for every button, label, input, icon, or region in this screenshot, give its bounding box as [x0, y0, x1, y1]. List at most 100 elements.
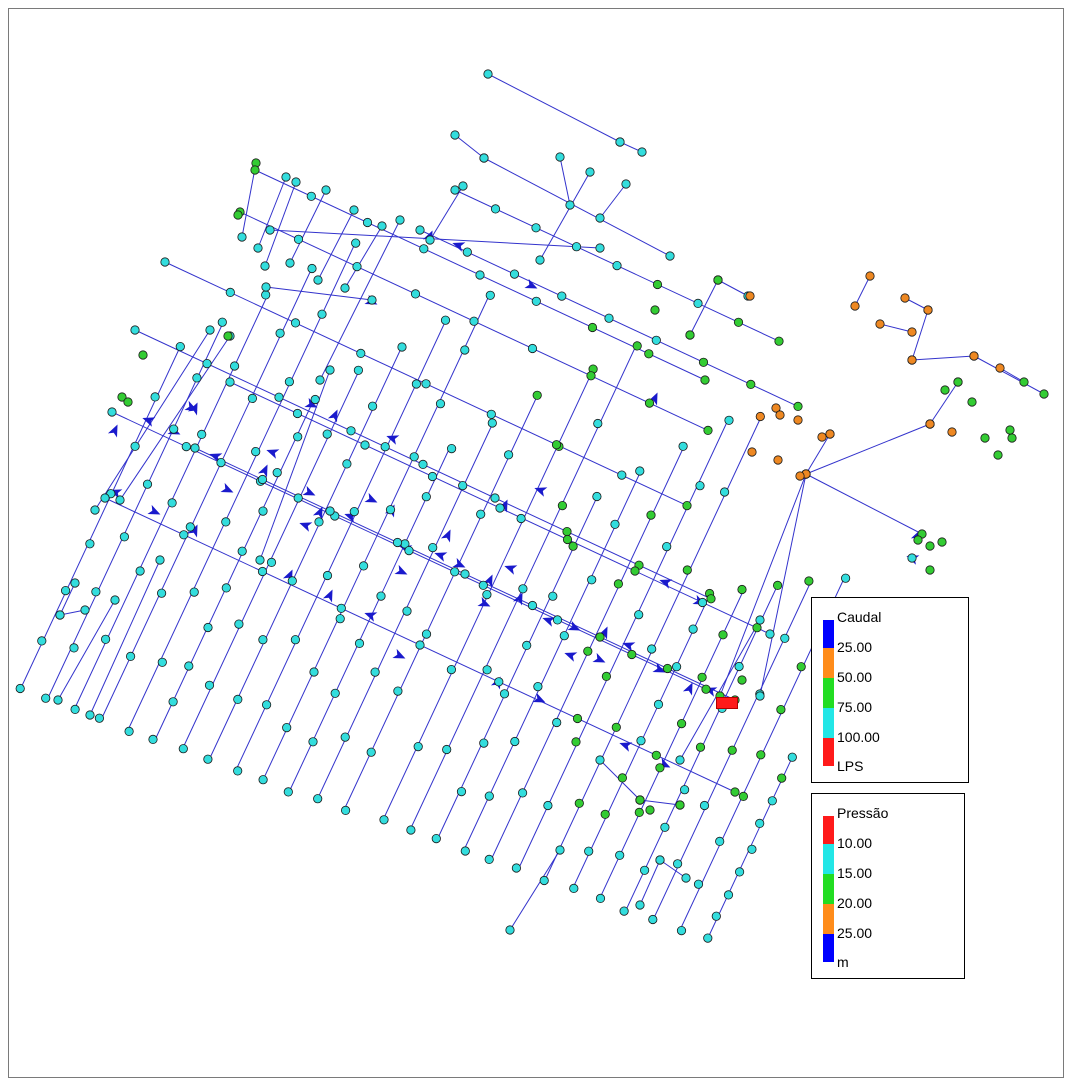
pipe[interactable]: [659, 859, 687, 879]
junction-node[interactable]: [181, 441, 191, 452]
junction-node[interactable]: [595, 243, 605, 253]
junction-node[interactable]: [672, 859, 683, 869]
junction-node[interactable]: [167, 498, 177, 508]
junction-node[interactable]: [225, 287, 235, 297]
junction-node[interactable]: [495, 503, 505, 513]
pipe[interactable]: [19, 347, 181, 691]
junction-node[interactable]: [234, 619, 244, 629]
junction-node[interactable]: [313, 794, 323, 804]
junction-node[interactable]: [261, 282, 271, 292]
junction-node[interactable]: [572, 713, 583, 724]
junction-node[interactable]: [317, 309, 327, 319]
pipe[interactable]: [154, 397, 316, 741]
junction-node[interactable]: [421, 379, 431, 389]
junction-node[interactable]: [619, 906, 629, 916]
junction-node[interactable]: [69, 643, 79, 653]
pipe[interactable]: [119, 335, 231, 501]
junction-node[interactable]: [340, 732, 350, 742]
junction-node[interactable]: [533, 681, 543, 692]
junction-node[interactable]: [258, 775, 268, 785]
junction-node[interactable]: [600, 809, 610, 819]
junction-node[interactable]: [126, 651, 136, 662]
junction-node[interactable]: [157, 588, 167, 598]
junction-node[interactable]: [202, 358, 212, 369]
junction-node[interactable]: [458, 181, 468, 191]
junction-node[interactable]: [482, 589, 492, 600]
pipe[interactable]: [46, 321, 224, 701]
junction-node[interactable]: [483, 69, 493, 79]
junction-node[interactable]: [440, 315, 451, 325]
junction-node[interactable]: [637, 147, 647, 157]
pipe[interactable]: [598, 589, 745, 901]
junction-node[interactable]: [189, 587, 199, 597]
junction-node[interactable]: [773, 455, 783, 465]
pipe[interactable]: [100, 269, 312, 721]
junction-node[interactable]: [681, 873, 691, 883]
junction-node[interactable]: [793, 415, 803, 425]
junction-node[interactable]: [648, 914, 658, 925]
junction-node[interactable]: [595, 755, 605, 765]
junction-node[interactable]: [265, 225, 275, 235]
junction-node[interactable]: [257, 474, 268, 485]
junction-node[interactable]: [555, 152, 565, 162]
junction-node[interactable]: [358, 561, 369, 571]
junction-node[interactable]: [651, 750, 661, 760]
junction-node[interactable]: [767, 796, 777, 806]
junction-node[interactable]: [272, 467, 282, 478]
junction-node[interactable]: [80, 605, 90, 615]
junction-node[interactable]: [1005, 425, 1015, 435]
junction-node[interactable]: [747, 844, 757, 854]
junction-node[interactable]: [532, 390, 542, 400]
pipe[interactable]: [559, 156, 571, 206]
junction-node[interactable]: [478, 580, 488, 590]
junction-node[interactable]: [150, 392, 160, 402]
junction-node[interactable]: [953, 377, 963, 387]
junction-node[interactable]: [517, 788, 528, 798]
junction-node[interactable]: [349, 205, 359, 215]
junction-node[interactable]: [611, 722, 621, 732]
junction-node[interactable]: [425, 235, 435, 245]
junction-node[interactable]: [587, 575, 597, 585]
junction-node[interactable]: [559, 631, 569, 641]
junction-node[interactable]: [479, 153, 489, 163]
junction-node[interactable]: [360, 440, 370, 450]
junction-node[interactable]: [446, 664, 456, 675]
junction-node[interactable]: [284, 377, 294, 387]
junction-node[interactable]: [675, 755, 685, 765]
junction-node[interactable]: [592, 491, 602, 502]
junction-node[interactable]: [261, 700, 272, 710]
junction-node[interactable]: [393, 686, 403, 696]
junction-node[interactable]: [907, 553, 917, 563]
junction-node[interactable]: [695, 742, 706, 752]
junction-node[interactable]: [340, 283, 350, 293]
junction-node[interactable]: [518, 584, 528, 594]
junction-node[interactable]: [225, 377, 235, 387]
junction-node[interactable]: [925, 419, 935, 429]
junction-node[interactable]: [552, 615, 563, 625]
junction-node[interactable]: [349, 506, 359, 517]
junction-node[interactable]: [697, 597, 708, 608]
junction-node[interactable]: [662, 663, 673, 674]
pipe[interactable]: [57, 599, 116, 701]
junction-node[interactable]: [718, 630, 728, 640]
junction-node[interactable]: [655, 855, 665, 865]
junction-node[interactable]: [282, 722, 292, 733]
junction-node[interactable]: [688, 624, 698, 634]
pipe[interactable]: [973, 355, 1045, 395]
junction-node[interactable]: [795, 471, 805, 481]
junction-node[interactable]: [117, 392, 127, 402]
junction-node[interactable]: [804, 576, 814, 586]
junction-node[interactable]: [216, 457, 226, 468]
junction-node[interactable]: [660, 822, 670, 832]
junction-node[interactable]: [100, 493, 110, 503]
junction-node[interactable]: [527, 600, 538, 611]
junction-node[interactable]: [380, 442, 390, 452]
junction-node[interactable]: [634, 807, 644, 818]
pipe[interactable]: [805, 473, 923, 535]
junction-node[interactable]: [255, 555, 265, 565]
junction-node[interactable]: [292, 408, 303, 419]
junction-node[interactable]: [639, 865, 650, 875]
junction-node[interactable]: [503, 450, 514, 460]
junction-node[interactable]: [476, 509, 486, 519]
junction-node[interactable]: [411, 379, 421, 389]
